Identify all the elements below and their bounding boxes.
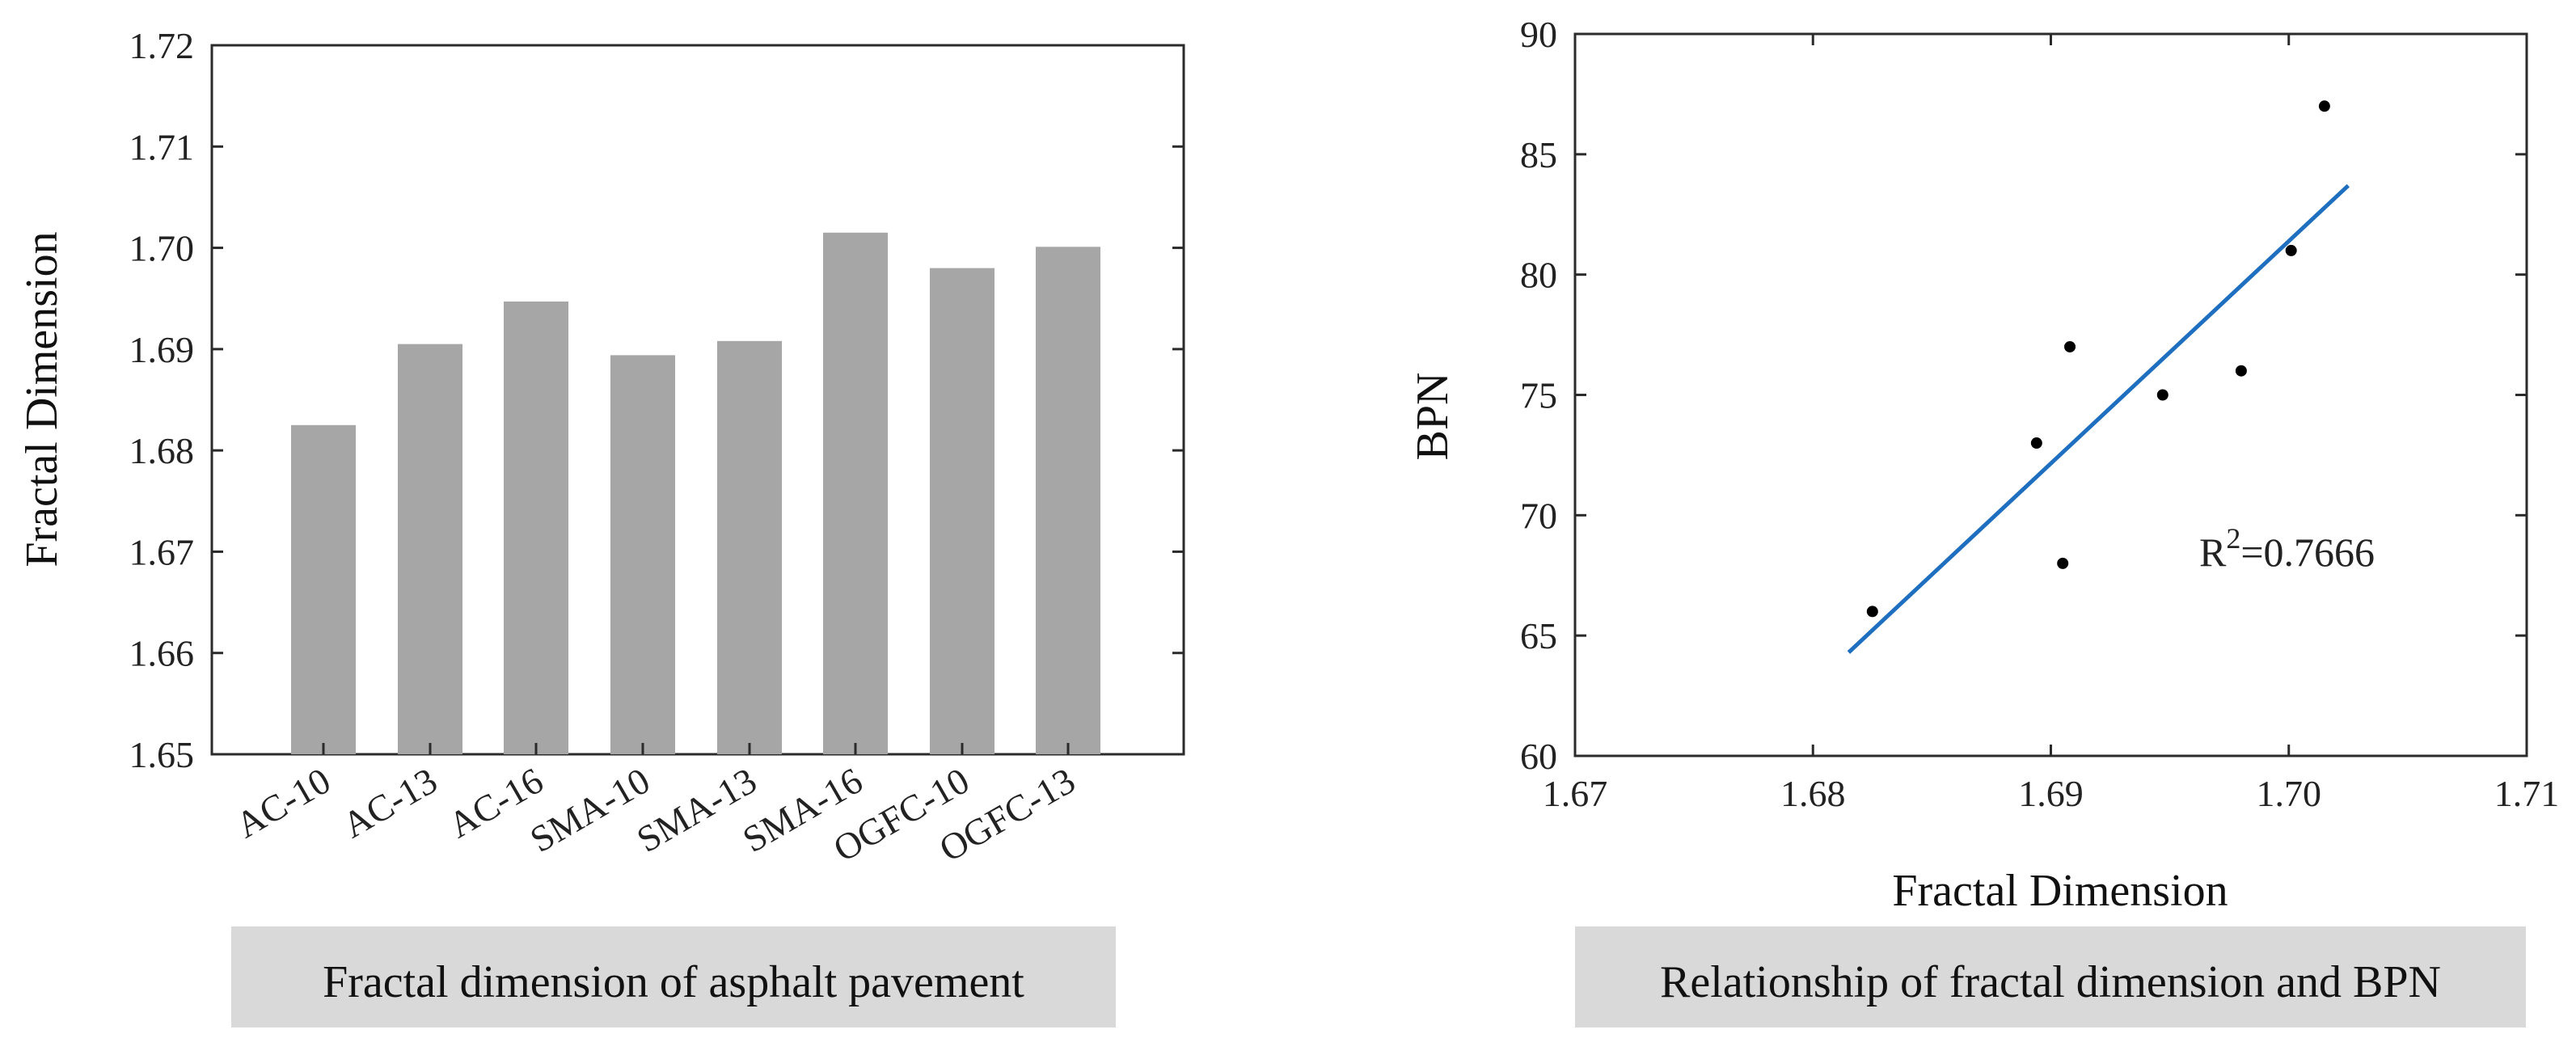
- scatter-y-tick-label: 70: [1520, 495, 1557, 536]
- bar-y-tick-label: 1.65: [129, 734, 195, 775]
- bar-y-tick-label: 1.67: [129, 531, 195, 572]
- scatter-y-tick-label: 80: [1520, 255, 1557, 296]
- scatter-y-tick-label: 65: [1520, 615, 1557, 656]
- r-squared-value: =0.7666: [2240, 530, 2375, 575]
- bar-ac-10: [291, 424, 356, 754]
- bar-y-tick-label: 1.66: [129, 633, 195, 674]
- bar-sma-13: [717, 340, 782, 754]
- scatter-y-tick-label: 60: [1520, 736, 1557, 777]
- bar-chart-caption-box: [231, 926, 1116, 1028]
- scatter-chart-points: [1866, 100, 2330, 618]
- scatter-point: [2285, 244, 2297, 256]
- bar-y-tick-label: 1.69: [129, 329, 195, 370]
- r-squared-base: R: [2199, 530, 2227, 575]
- bar-chart-y-axis-title: Fractal Dimension: [17, 231, 67, 567]
- scatter-x-tick-label: 1.68: [1780, 773, 1846, 814]
- bar-chart-plot-frame: [210, 44, 1185, 756]
- scatter-x-tick-label: 1.67: [1543, 773, 1608, 814]
- bar-x-tick-label: AC-13: [336, 759, 444, 846]
- scatter-point: [2064, 340, 2076, 352]
- bar-x-tick-label: SMA-10: [523, 759, 657, 860]
- bar-chart: 1.65 1.66 1.67 1.68 1.69 1.70 1.71 1.72 AC-10AC…: [17, 25, 1185, 1028]
- scatter-point: [2057, 557, 2069, 569]
- scatter-point: [2318, 100, 2330, 112]
- bar-sma-10: [610, 355, 675, 754]
- bar-y-tick-label: 1.70: [129, 228, 195, 269]
- bar-y-tick-label: 1.68: [129, 430, 195, 471]
- bar-chart-x-axis: AC-10AC-13AC-16SMA-10SMA-13SMA-16OGFC-10…: [229, 743, 1082, 870]
- scatter-chart-caption-box: [1575, 926, 2526, 1028]
- bar-sma-16: [823, 232, 888, 754]
- scatter-chart-x-axis-title: Fractal Dimension: [1892, 866, 2228, 916]
- scatter-chart-fit-line-group: [1847, 184, 2350, 654]
- scatter-x-tick-label: 1.69: [2018, 773, 2084, 814]
- scatter-chart-plot-frame: [1573, 32, 2528, 757]
- scatter-point: [2030, 437, 2042, 449]
- r-squared-annotation: R2=0.7666: [2199, 522, 2375, 575]
- bar-x-tick-label: SMA-13: [630, 759, 763, 860]
- scatter-y-tick-label: 85: [1520, 134, 1557, 175]
- scatter-x-tick-label: 1.71: [2494, 773, 2560, 814]
- scatter-point: [1866, 606, 1878, 618]
- bar-ac-16: [504, 301, 568, 754]
- scatter-chart-x-axis: 1.67 1.68 1.69 1.70 1.71: [1543, 34, 2560, 814]
- scatter-x-tick-label: 1.70: [2257, 773, 2322, 814]
- scatter-chart-y-axis: 60 65 70 75 80 85 90: [1520, 14, 2527, 777]
- scatter-point: [2235, 365, 2247, 377]
- bar-ogfc-10: [930, 268, 995, 755]
- scatter-y-tick-label: 75: [1520, 375, 1557, 416]
- regression-fit-line: [1847, 184, 2350, 654]
- bar-y-tick-label: 1.71: [129, 126, 195, 167]
- bar-x-tick-label: AC-10: [229, 759, 337, 846]
- bar-y-tick-label: 1.72: [129, 25, 195, 66]
- bar-chart-caption: Fractal dimension of asphalt pavement: [323, 957, 1024, 1007]
- scatter-chart-y-axis-title: BPN: [1408, 373, 1458, 461]
- scatter-y-tick-label: 90: [1520, 14, 1557, 55]
- scatter-chart: 60 65 70 75 80 85 90 1.67 1.68 1.69 1.70 1.71 R2=0…: [1408, 14, 2559, 1028]
- bar-ogfc-13: [1036, 247, 1100, 754]
- bar-ac-13: [398, 344, 462, 754]
- scatter-chart-caption: Relationship of fractal dimension and BP…: [1660, 957, 2441, 1007]
- bar-chart-bars: [291, 232, 1100, 755]
- scatter-point: [2156, 389, 2168, 401]
- r-squared-superscript: 2: [2226, 522, 2240, 555]
- bar-chart-y-axis: 1.65 1.66 1.67 1.68 1.69 1.70 1.71 1.72: [129, 25, 1184, 775]
